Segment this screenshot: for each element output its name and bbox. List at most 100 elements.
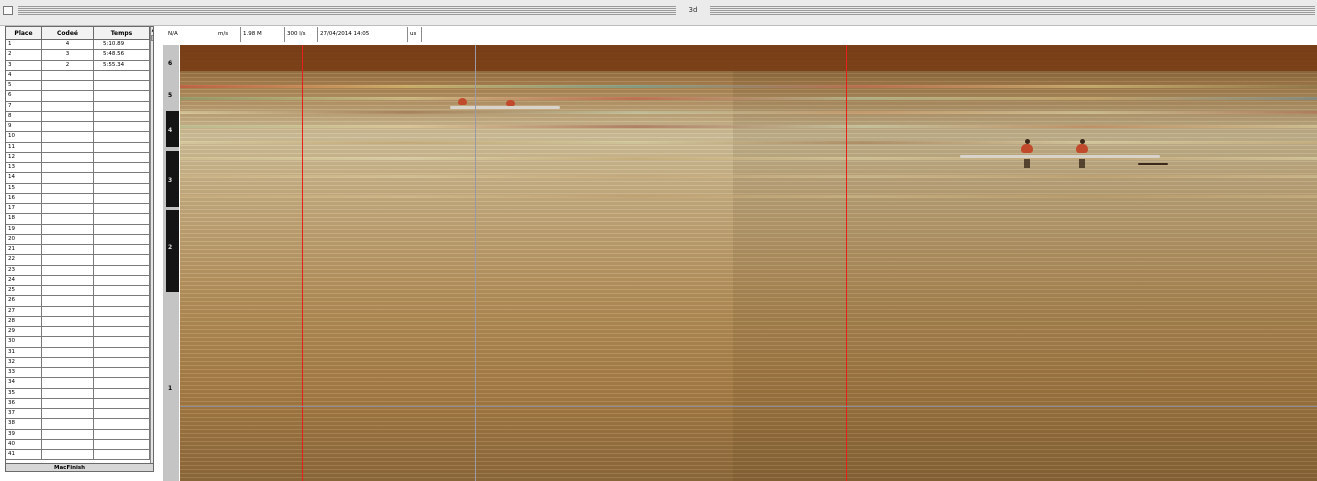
place-cell: 23	[6, 265, 42, 275]
table-row[interactable]: 19	[6, 224, 153, 235]
water-band	[180, 141, 1317, 144]
code-cell	[42, 286, 94, 296]
table-row[interactable]: 20	[6, 234, 153, 245]
table-row[interactable]: 24	[6, 275, 153, 286]
table-row[interactable]: 21	[6, 245, 153, 256]
table-row[interactable]: 33	[6, 368, 153, 379]
place-cell: 21	[6, 245, 42, 255]
code-cell	[42, 337, 94, 347]
distance-value: 1.98 M	[241, 27, 285, 42]
code-cell	[42, 327, 94, 337]
code-cell	[42, 214, 94, 224]
table-row[interactable]: 28	[6, 316, 153, 327]
grey-cursor-line[interactable]	[475, 45, 476, 481]
photo-finish-image[interactable]	[180, 45, 1317, 481]
code-cell	[42, 265, 94, 275]
table-row[interactable]: 29	[6, 327, 153, 338]
table-row[interactable]: 27	[6, 306, 153, 317]
code-cell	[42, 70, 94, 80]
time-cell	[94, 439, 150, 449]
time-cell	[94, 173, 150, 183]
table-row[interactable]: 5	[6, 81, 153, 92]
table-row[interactable]: 22	[6, 255, 153, 266]
lane-label-6: 6	[168, 60, 173, 67]
time-cell	[94, 388, 150, 398]
code-cell: 4	[42, 40, 94, 50]
table-row[interactable]: 34	[6, 378, 153, 389]
place-cell: 11	[6, 142, 42, 152]
place-cell: 34	[6, 378, 42, 388]
place-cell: 28	[6, 316, 42, 326]
table-row[interactable]: 32	[6, 357, 153, 368]
place-cell: 29	[6, 327, 42, 337]
code-cell	[42, 245, 94, 255]
table-row[interactable]: 13	[6, 163, 153, 174]
table-row[interactable]: 37	[6, 409, 153, 420]
place-cell: 12	[6, 152, 42, 162]
water-band	[180, 111, 1317, 114]
table-row[interactable]: 30	[6, 337, 153, 348]
code-cell	[42, 193, 94, 203]
table-row[interactable]: 8	[6, 111, 153, 122]
red-cursor-line[interactable]	[302, 45, 303, 481]
code-cell	[42, 91, 94, 101]
code-cell	[42, 296, 94, 306]
rower-reflection	[1079, 159, 1085, 168]
table-row[interactable]: 38	[6, 419, 153, 430]
status-bar: N/A m/s 1.98 M 300 l/s 27/04/2014 14:05 …	[166, 26, 1317, 43]
scroll-up-arrow-icon[interactable]: ▲	[151, 27, 153, 34]
time-cell	[94, 409, 150, 419]
place-cell: 15	[6, 183, 42, 193]
scroll-thumb[interactable]	[151, 35, 153, 41]
code-cell	[42, 398, 94, 408]
place-cell: 38	[6, 419, 42, 429]
table-row[interactable]: 14	[6, 173, 153, 184]
place-cell: 19	[6, 224, 42, 234]
table-row[interactable]: 18	[6, 214, 153, 225]
table-row[interactable]: 25	[6, 286, 153, 297]
results-scrollbar[interactable]: ▲	[150, 27, 153, 471]
table-row[interactable]: 31	[6, 347, 153, 358]
table-row[interactable]: 26	[6, 296, 153, 307]
code-cell	[42, 347, 94, 357]
table-row[interactable]: 16	[6, 193, 153, 204]
window-titlebar[interactable]: 3d	[0, 0, 1317, 26]
time-cell	[94, 337, 150, 347]
column-header-code[interactable]: Codeé	[42, 27, 94, 40]
code-cell	[42, 368, 94, 378]
table-row[interactable]: 7	[6, 101, 153, 112]
table-row[interactable]: 11	[6, 142, 153, 153]
table-row[interactable]: 15	[6, 183, 153, 194]
place-cell: 7	[6, 101, 42, 111]
table-row[interactable]: 6	[6, 91, 153, 102]
table-row[interactable]: 1 4 5:10.89	[6, 40, 153, 51]
column-header-time[interactable]: Temps	[94, 27, 150, 40]
time-cell	[94, 398, 150, 408]
time-cell: 5:48.56	[94, 50, 150, 60]
table-row[interactable]: 3 2 5:55.34	[6, 60, 153, 71]
red-cursor-line[interactable]	[846, 45, 847, 481]
table-row[interactable]: 9	[6, 122, 153, 133]
table-row[interactable]: 17	[6, 204, 153, 215]
table-row[interactable]: 35	[6, 388, 153, 399]
code-cell	[42, 378, 94, 388]
close-box-icon[interactable]	[3, 6, 13, 15]
horizontal-cursor-line[interactable]	[180, 406, 1317, 407]
table-row[interactable]: 23	[6, 265, 153, 276]
code-cell	[42, 306, 94, 316]
table-row[interactable]: 36	[6, 398, 153, 409]
table-row[interactable]: 40	[6, 439, 153, 450]
results-rows: 1 4 5:10.89 2 3 5:48.56 3 2 5:55.34 4 5 6 7 8 9 10 11 12 1…	[6, 40, 153, 461]
lane-block-4	[166, 111, 179, 147]
code-cell	[42, 111, 94, 121]
column-header-place[interactable]: Place	[6, 27, 42, 40]
place-cell: 24	[6, 275, 42, 285]
table-row[interactable]: 12	[6, 152, 153, 163]
water-band	[180, 97, 1317, 100]
table-row[interactable]: 2 3 5:48.56	[6, 50, 153, 61]
place-cell: 39	[6, 429, 42, 439]
table-row[interactable]: 41	[6, 450, 153, 461]
table-row[interactable]: 39	[6, 429, 153, 440]
table-row[interactable]: 4	[6, 70, 153, 81]
table-row[interactable]: 10	[6, 132, 153, 143]
